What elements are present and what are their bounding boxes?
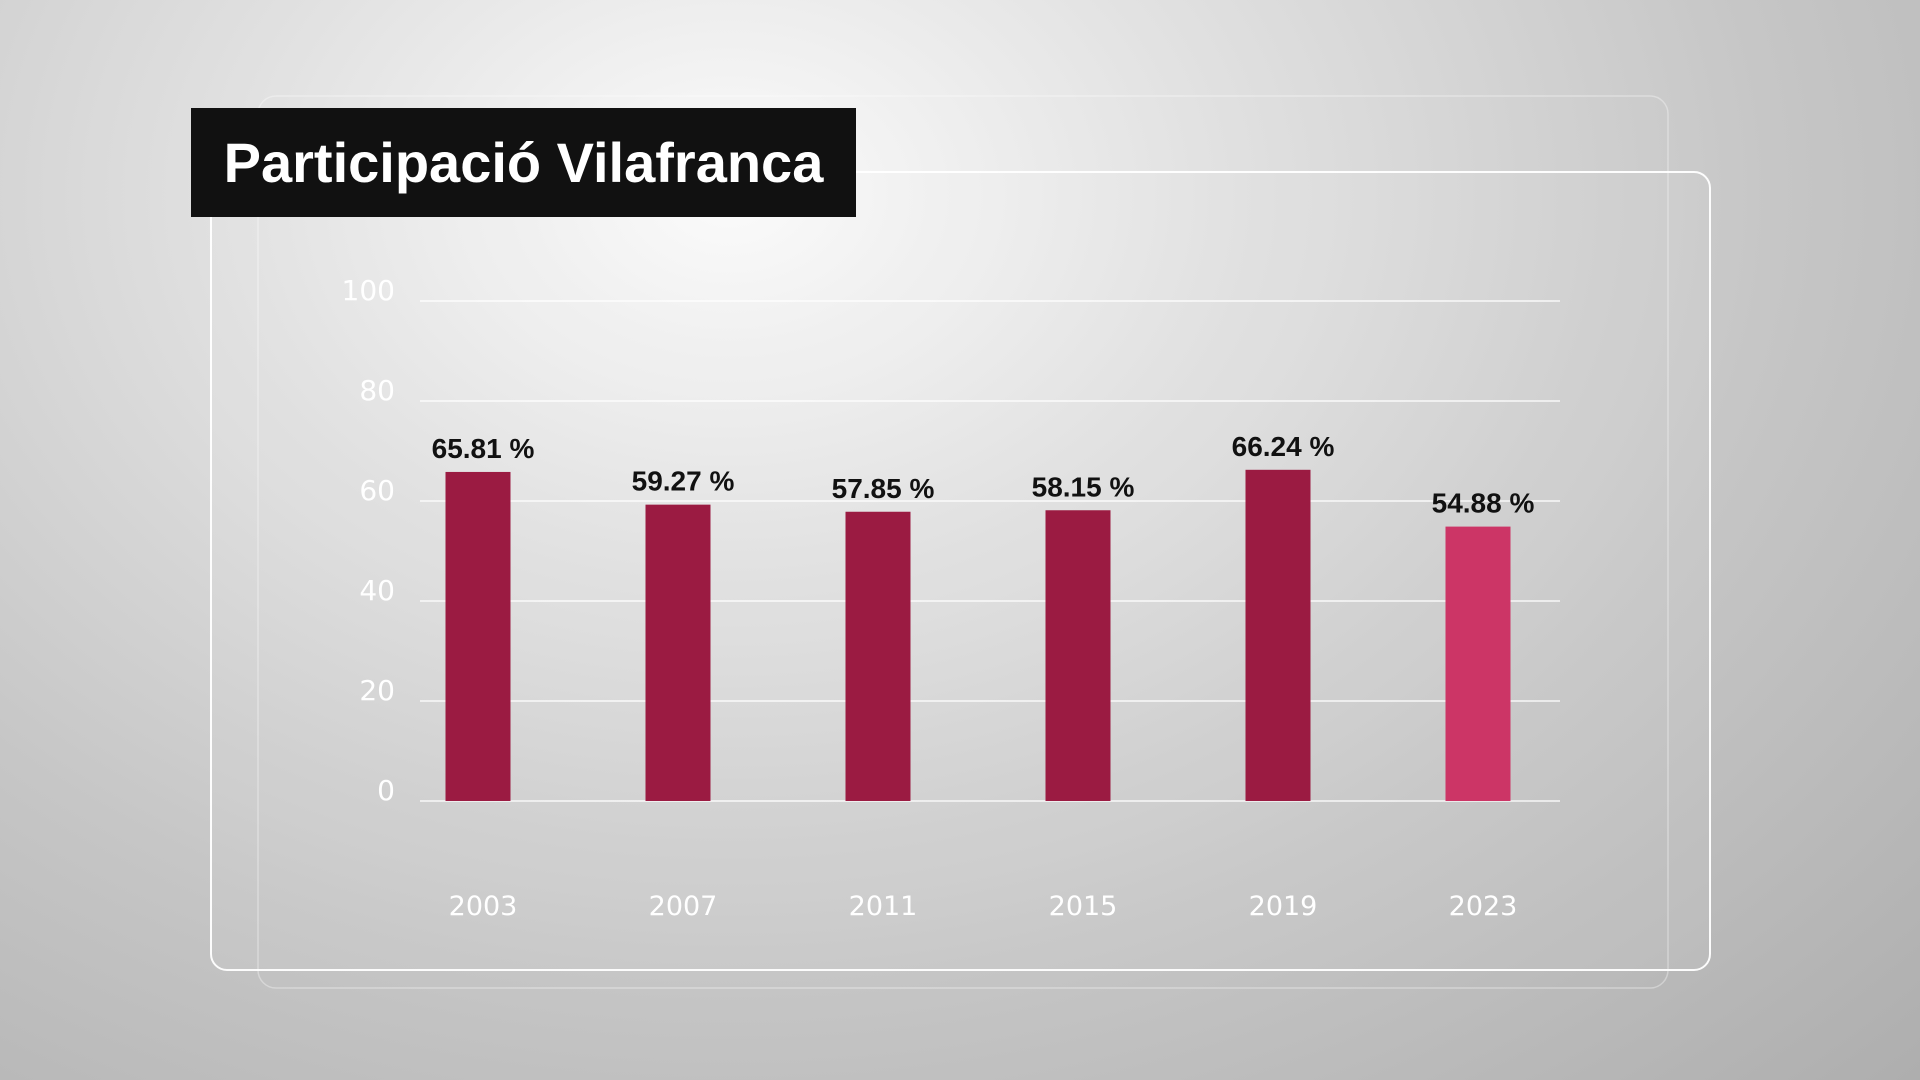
x-tick-label: 2019 [1249, 891, 1318, 922]
chart-title: Participació Vilafranca [223, 131, 824, 194]
panel-frame-back [257, 95, 1669, 989]
y-tick-label: 20 [359, 674, 395, 707]
x-tick-label: 2023 [1449, 891, 1518, 922]
y-tick-label: 80 [359, 374, 395, 407]
x-tick-label: 2007 [649, 891, 718, 922]
bar-2011 [845, 511, 911, 801]
bar-2023 [1445, 526, 1511, 801]
x-tick-label: 2015 [1049, 891, 1118, 922]
data-labels: 65.81 % 59.27 % 57.85 % 58.15 % 66.24 % 54.88… [432, 431, 1535, 519]
y-tick-label: 0 [377, 774, 395, 807]
bar-2003 [445, 471, 511, 801]
data-label: 59.27 % [632, 466, 735, 497]
data-label: 65.81 % [432, 433, 535, 464]
y-tick-label: 60 [359, 474, 395, 507]
bars [445, 469, 1511, 801]
bar-2015 [1045, 510, 1111, 801]
x-tick-label: 2011 [849, 891, 918, 922]
data-label: 54.88 % [1432, 488, 1535, 519]
x-tick-label: 2003 [449, 891, 518, 922]
y-tick-label: 40 [359, 574, 395, 607]
x-axis-ticks: 2003 2007 2011 2015 2019 2023 [449, 891, 1518, 922]
y-axis-ticks: 0 20 40 60 80 100 [342, 274, 395, 807]
data-label: 66.24 % [1232, 431, 1335, 462]
bar-2007 [645, 504, 711, 801]
chart-panel [210, 171, 1711, 971]
title-box: Participació Vilafranca [191, 108, 856, 217]
grid [420, 300, 1560, 802]
data-label: 58.15 % [1032, 471, 1135, 502]
data-label: 57.85 % [832, 473, 935, 504]
y-tick-label: 100 [342, 274, 395, 307]
bar-2019 [1245, 469, 1311, 801]
